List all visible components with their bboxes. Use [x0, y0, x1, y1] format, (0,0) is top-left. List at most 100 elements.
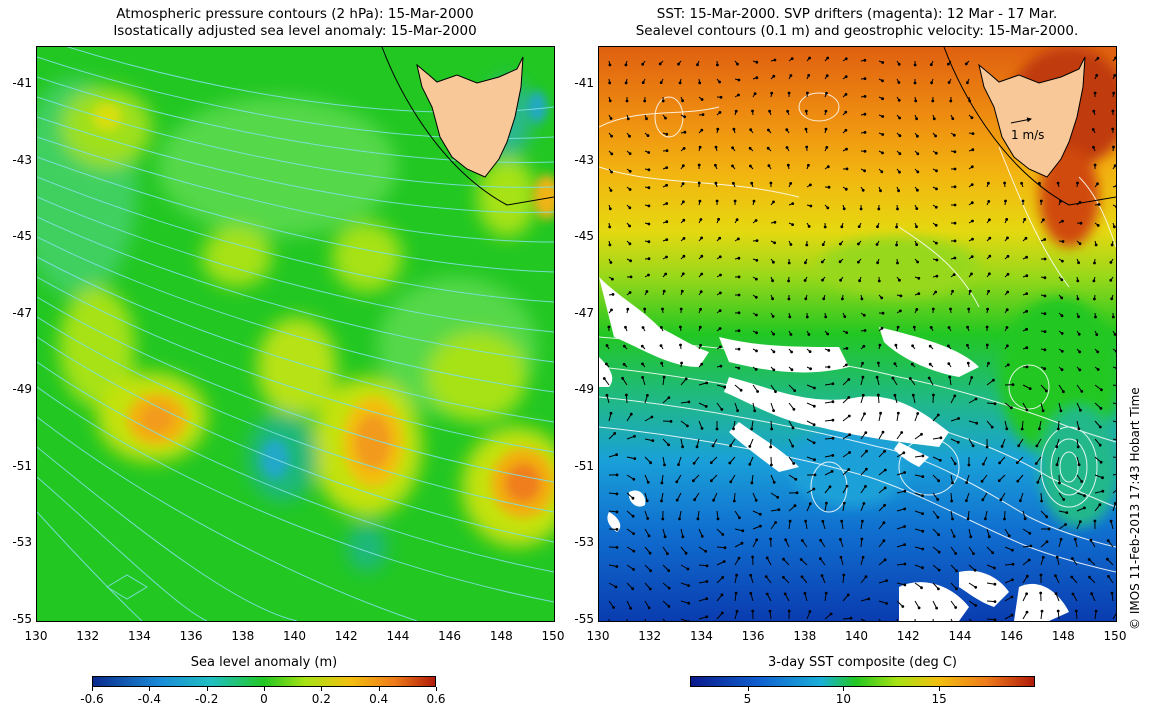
left-lat-label: -49 — [12, 382, 32, 397]
velocity-arrow-head — [776, 495, 780, 499]
velocity-arrow-head — [1038, 181, 1041, 185]
velocity-arrow-head — [628, 134, 631, 138]
velocity-arrow-head — [1060, 296, 1064, 300]
velocity-arrow-head — [700, 128, 704, 132]
velocity-arrow-head — [681, 272, 685, 276]
velocity-arrow-head — [876, 393, 880, 397]
right-lat-label: -45 — [574, 229, 594, 244]
velocity-arrow-head — [1060, 314, 1064, 318]
velocity-arrow-head — [1111, 127, 1115, 131]
velocity-arrow-head — [1100, 388, 1103, 392]
velocity-arrow-head — [1098, 425, 1102, 429]
velocity-arrow-head — [897, 81, 901, 84]
velocity-arrow-head — [1092, 109, 1096, 113]
velocity-arrow-head — [974, 585, 978, 589]
velocity-arrow-head — [1015, 461, 1019, 465]
velocity-arrow-head — [1010, 613, 1014, 617]
velocity-arrow-head — [608, 207, 612, 211]
velocity-arrow-head — [787, 609, 791, 613]
velocity-arrow-head — [804, 261, 807, 265]
velocity-arrow-head — [830, 470, 834, 473]
velocity-arrow-head — [659, 81, 663, 84]
pressure-contours — [37, 47, 554, 621]
velocity-arrow-head — [857, 260, 860, 264]
velocity-arrow-head — [787, 91, 791, 95]
velocity-arrow-head — [737, 347, 741, 351]
velocity-arrow-head — [848, 433, 852, 437]
velocity-arrow-head — [840, 225, 844, 229]
velocity-arrow-head — [1045, 515, 1049, 519]
velocity-arrow-head — [651, 439, 655, 443]
velocity-arrow-head — [692, 461, 696, 465]
right-lat-label: -53 — [574, 535, 594, 550]
velocity-arrow-head — [1003, 181, 1007, 185]
velocity-arrow-head — [628, 152, 632, 155]
velocity-arrow-head — [771, 297, 775, 301]
right-lon-label: 144 — [948, 629, 972, 643]
velocity-arrow-head — [831, 454, 835, 457]
velocity-arrow-head — [770, 463, 773, 467]
velocity-arrow-head — [895, 243, 899, 247]
velocity-arrow-head — [709, 461, 713, 465]
left-lon-label: 136 — [179, 629, 203, 643]
velocity-arrow-head — [704, 549, 708, 553]
velocity-arrow-head — [908, 377, 912, 380]
velocity-arrow-head — [732, 499, 736, 503]
velocity-arrow-head — [765, 556, 769, 560]
velocity-arrow-head — [692, 479, 695, 483]
velocity-arrow-head — [1094, 609, 1098, 613]
velocity-arrow-head — [648, 551, 652, 555]
velocity-arrow-head — [826, 165, 830, 169]
velocity-arrow-head — [891, 376, 895, 380]
velocity-arrow-head — [1045, 540, 1049, 544]
velocity-arrow-head — [751, 555, 755, 559]
velocity-arrow-head — [937, 533, 941, 537]
left-colorbar-tick-mark — [149, 687, 151, 691]
velocity-arrow — [1112, 438, 1116, 441]
velocity-arrow-head — [624, 325, 627, 329]
velocity-arrow-head — [772, 200, 775, 204]
velocity-arrow-head — [949, 99, 953, 103]
velocity-arrow-head — [1107, 575, 1110, 578]
velocity-arrow-head — [704, 405, 708, 408]
velocity-arrow-head — [881, 133, 885, 136]
velocity-arrow-head — [803, 591, 807, 595]
right-lat-label: -41 — [574, 76, 594, 91]
right-colorbar-tick-label: 15 — [931, 692, 947, 706]
velocity-arrow-head — [845, 331, 849, 335]
velocity-arrow-head — [1054, 592, 1058, 595]
velocity-arrow-head — [734, 591, 738, 595]
velocity-arrow-head — [955, 587, 958, 591]
velocity-arrow-head — [793, 504, 797, 508]
velocity-arrow-head — [1093, 163, 1097, 167]
velocity-arrow-head — [821, 243, 825, 247]
velocity-arrow-head — [881, 97, 885, 101]
velocity-arrow-head — [1007, 534, 1011, 538]
velocity-arrow-head — [754, 498, 758, 502]
velocity-arrow-head — [782, 557, 785, 561]
velocity-arrow-head — [750, 481, 754, 485]
velocity-arrow-head — [1042, 218, 1045, 222]
velocity-arrow-head — [1106, 557, 1109, 561]
velocity-arrow-head — [1078, 520, 1082, 524]
velocity-arrow-head — [805, 315, 809, 319]
sealevel-contours — [599, 92, 1116, 573]
velocity-arrow — [1112, 456, 1116, 458]
velocity-arrow-head — [649, 461, 652, 465]
velocity-arrow-head — [847, 414, 851, 418]
velocity-arrow-head — [626, 307, 630, 311]
velocity-arrow-head — [807, 163, 810, 167]
velocity-arrow-head — [953, 150, 957, 154]
velocity-arrow-head — [1006, 272, 1010, 276]
velocity-arrow-head — [790, 350, 794, 354]
velocity-arrow-head — [734, 109, 738, 113]
velocity-arrow-head — [765, 592, 769, 596]
velocity-arrow-head — [965, 499, 968, 503]
velocity-arrow-head — [844, 187, 848, 191]
left-lat-label: -53 — [12, 535, 32, 550]
velocity-arrow — [1112, 613, 1116, 620]
velocity-arrow-head — [684, 551, 688, 555]
velocity-arrow-head — [783, 592, 787, 596]
velocity-arrow-head — [987, 361, 990, 365]
velocity-arrow-head — [754, 219, 758, 222]
